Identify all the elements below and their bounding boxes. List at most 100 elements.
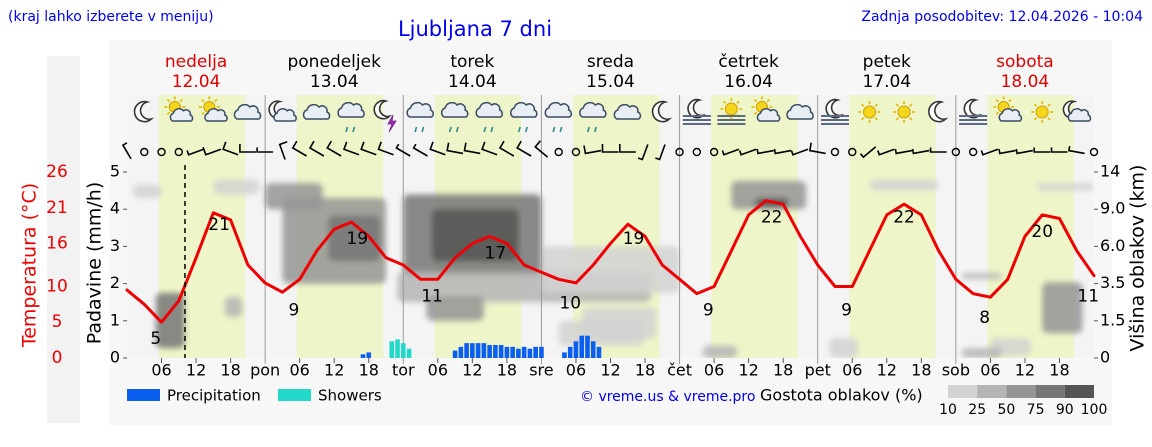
wind-calm <box>675 147 684 157</box>
wind-barb <box>360 141 377 156</box>
wind-barb <box>601 144 619 153</box>
temperature-extreme-label: 20 <box>1031 222 1053 242</box>
weather-icon <box>475 101 503 133</box>
x-tick-label: 06 <box>566 361 586 380</box>
weather-icon <box>820 98 849 125</box>
wind-barb <box>655 144 666 161</box>
wind-barb <box>202 146 222 156</box>
cloud-area <box>426 296 484 321</box>
icon-part <box>863 105 877 119</box>
wind-barb <box>186 148 204 156</box>
weather-icon <box>302 103 331 120</box>
x-tick-label: 12 <box>186 361 206 380</box>
icon-part <box>1067 108 1092 122</box>
wind-barb <box>239 144 256 153</box>
x-tick-label: pet <box>805 361 831 380</box>
weather-icon <box>579 101 607 133</box>
y-axis-title: Padavine (mm/h) <box>84 182 106 345</box>
icon-part <box>651 100 673 123</box>
precip-bar <box>458 346 464 358</box>
wind-barb <box>326 140 342 157</box>
y2-tick-label: 0 <box>1100 348 1110 367</box>
day-date: 12.04 <box>172 72 221 92</box>
icon-part <box>169 108 194 122</box>
wind-calm <box>709 147 719 157</box>
temperature-extreme-label: 22 <box>893 208 915 228</box>
icon-part <box>586 126 590 133</box>
wind-calm <box>174 147 184 157</box>
precip-bar <box>481 343 487 358</box>
day-name: četrtek <box>718 52 779 72</box>
temperature-extreme-label: 11 <box>421 286 443 306</box>
legend-label: Precipitation <box>167 387 261 405</box>
precip-bar <box>400 343 406 358</box>
icon-part <box>524 126 528 133</box>
icon-part <box>345 126 349 133</box>
icon-part <box>387 114 397 133</box>
temperature-extreme-label: 21 <box>208 215 230 235</box>
x-tick-label: 12 <box>1015 361 1035 380</box>
precip-bar <box>510 346 515 358</box>
temperature-extreme-label: 5 <box>150 329 161 349</box>
y-tick-label: 5 <box>110 162 120 181</box>
icon-part <box>1047 117 1051 121</box>
wind-calm <box>848 147 857 157</box>
weather-icon <box>164 96 194 122</box>
x-tick-label: 06 <box>842 361 862 380</box>
weather-icon <box>682 98 711 125</box>
icon-part <box>166 111 171 115</box>
x-tick-label: 18 <box>911 361 931 380</box>
daylight-band <box>849 95 936 358</box>
cloud-legend-title: Gostota oblakov (%) <box>760 386 923 405</box>
weather-icon <box>928 100 949 123</box>
y2-tick-label: 14 <box>1100 162 1120 181</box>
wind-calm <box>157 147 166 157</box>
precip-bar <box>527 348 533 358</box>
cloud-area <box>224 296 243 318</box>
cloud-area <box>132 184 162 199</box>
wind-barb <box>256 147 274 153</box>
updated: Zadnja posodobitev: 12.04.2026 - 10:04 <box>861 9 1143 25</box>
wind-barb <box>894 148 913 155</box>
temperature-extreme-label: 19 <box>346 229 368 249</box>
cloud-area <box>829 338 859 358</box>
wind-barb <box>342 141 360 156</box>
icon-part <box>1033 117 1038 121</box>
icon-part <box>352 126 356 133</box>
x-tick-label: 12 <box>462 361 482 380</box>
x-tick-label: pon <box>250 361 280 380</box>
x-tick-label: 06 <box>980 361 1000 380</box>
precip-bar <box>493 344 498 358</box>
y2-tick-label: 3.5 <box>1100 273 1125 292</box>
temperature-line <box>125 199 1096 324</box>
cloud-area <box>961 273 1002 280</box>
cloud-legend-swatch <box>948 385 978 398</box>
temperature-extreme-label: 19 <box>623 229 645 249</box>
icon-part <box>1047 103 1051 107</box>
weather-icon <box>198 96 228 122</box>
temperature-tick-label: 16 <box>46 234 68 254</box>
precip-bar <box>539 346 544 358</box>
wind-barb <box>534 140 549 158</box>
precip-bar <box>475 343 481 358</box>
temperature-strip <box>47 56 80 423</box>
wind-barb <box>1050 147 1068 153</box>
precip-bar <box>360 354 366 358</box>
weather-icon <box>133 100 155 123</box>
x-tick-label: 06 <box>428 361 448 380</box>
cloud-legend-swatch <box>1035 385 1065 398</box>
wind-calm <box>968 147 978 157</box>
wind-calm <box>140 147 149 157</box>
wind-barb <box>808 142 826 155</box>
y2-tick-label: 9.0 <box>1100 199 1125 218</box>
x-tick-label: 06 <box>289 361 309 380</box>
cloud-area <box>1036 183 1094 191</box>
x-tick-label: sre <box>529 361 553 380</box>
icon-part <box>874 103 878 107</box>
wind-barb <box>859 146 877 159</box>
icon-part <box>1008 99 1012 103</box>
x-tick-label: 18 <box>497 361 517 380</box>
temperature-extreme-label: 9 <box>841 301 852 321</box>
icon-part <box>736 100 740 104</box>
